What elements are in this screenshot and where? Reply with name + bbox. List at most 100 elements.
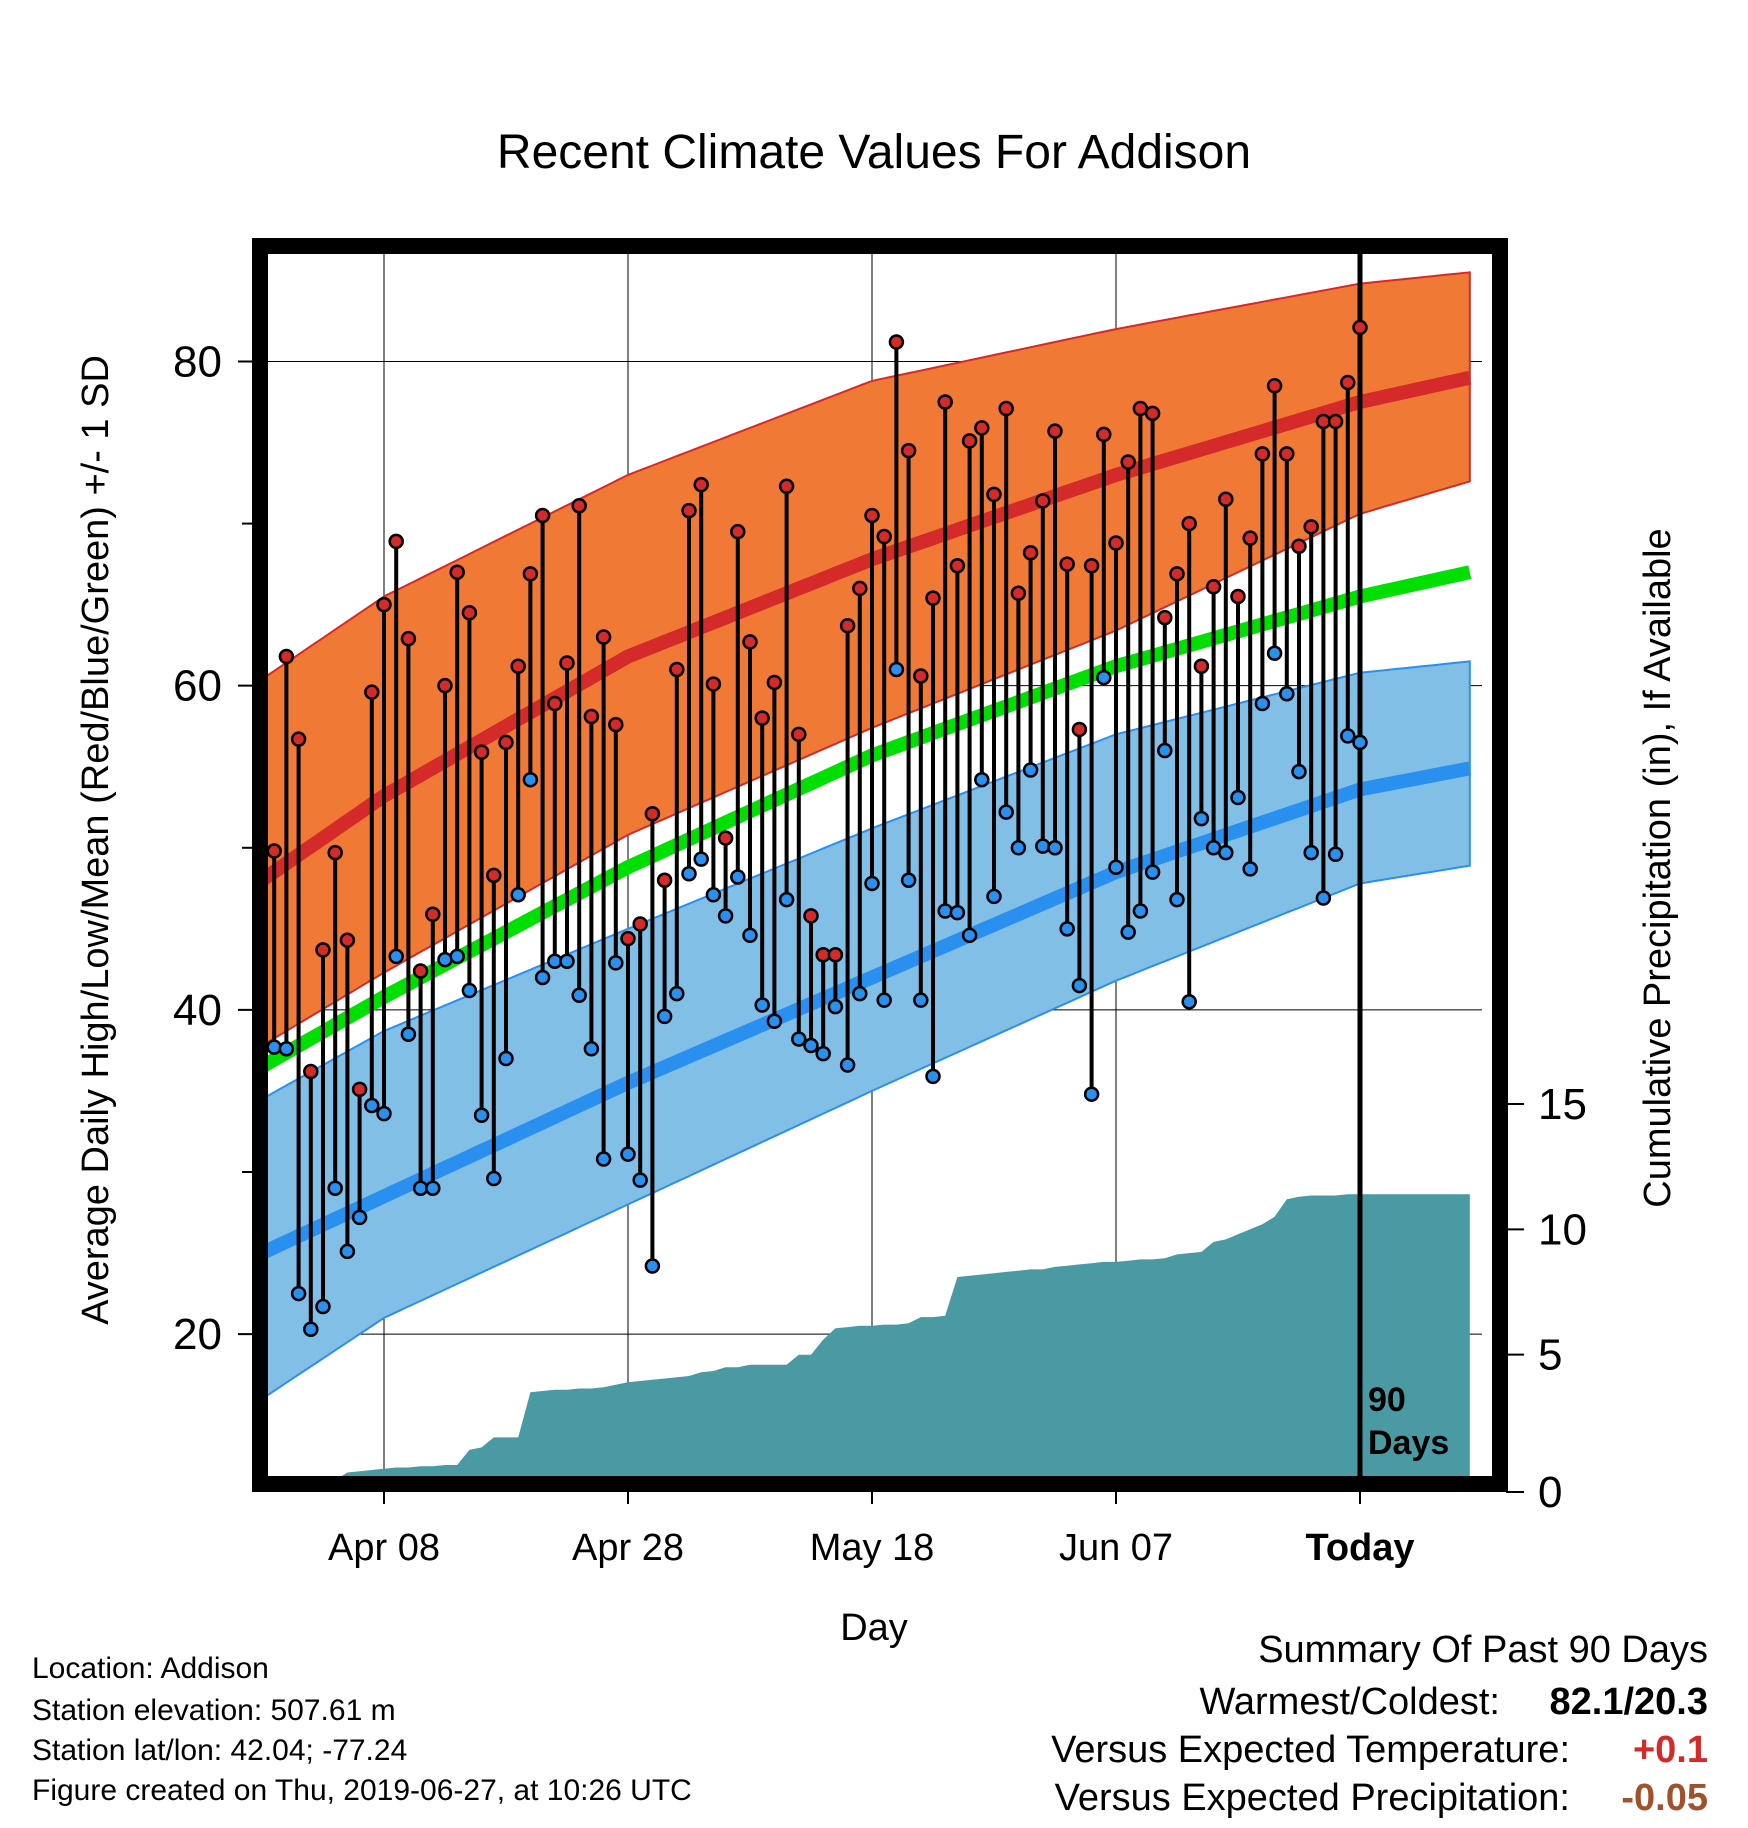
daily-high-point	[693, 476, 709, 493]
daily-low-point	[827, 998, 844, 1015]
daily-low-point	[669, 985, 685, 1002]
summary-precip-label: Versus Expected Precipitation:	[1055, 1777, 1570, 1819]
daily-low-point	[339, 1243, 356, 1260]
daily-low-point	[1010, 840, 1027, 856]
daily-high-point	[1010, 585, 1027, 602]
daily-low-point	[1327, 846, 1344, 863]
daily-low-point	[364, 1097, 380, 1114]
daily-low-point	[1157, 742, 1173, 759]
daily-low-point	[998, 804, 1014, 820]
daily-low-point	[278, 1041, 295, 1057]
daily-low-point	[571, 987, 587, 1004]
daily-low-point	[1315, 890, 1332, 906]
y-axis-title-right: Cumulative Precipitation (in), If Availa…	[1637, 528, 1679, 1207]
daily-low-point	[473, 1107, 490, 1124]
daily-low-point	[351, 1209, 368, 1226]
daily-low-point	[900, 872, 917, 888]
daily-low-point	[864, 875, 880, 892]
daily-low-point	[327, 1180, 343, 1196]
daily-low-point	[1218, 844, 1234, 861]
info-created: Figure created on Thu, 2019-06-27, at 10…	[32, 1774, 692, 1807]
daily-high-point	[1242, 530, 1258, 546]
daily-high-point	[1169, 566, 1185, 582]
daily-high-point	[1266, 378, 1283, 394]
daily-high-point	[717, 830, 734, 846]
daily-high-point	[1108, 535, 1124, 551]
daily-high-point	[1352, 319, 1368, 336]
y-tick-label-right: 0	[1538, 1468, 1562, 1517]
daily-low-point	[852, 985, 868, 1002]
daily-high-point	[534, 507, 551, 524]
daily-low-point	[778, 891, 795, 908]
daily-low-point	[791, 1031, 807, 1047]
daily-high-point	[888, 334, 905, 350]
summary-precip-value: -0.05	[1621, 1777, 1708, 1819]
daily-low-point	[608, 955, 624, 971]
daily-high-point	[1181, 515, 1197, 532]
daily-high-point	[1059, 556, 1075, 572]
daily-high-point	[620, 930, 636, 947]
plot-frame	[252, 238, 1508, 1492]
daily-high-point	[937, 394, 953, 410]
daily-low-point	[705, 887, 722, 903]
daily-high-point	[364, 684, 380, 700]
daily-low-point	[1120, 924, 1136, 940]
daily-high-point	[1193, 658, 1210, 674]
daily-high-point	[351, 1081, 368, 1098]
daily-low-point	[425, 1180, 441, 1196]
daily-high-point	[498, 734, 514, 751]
daily-low-point	[559, 953, 575, 970]
daily-low-point	[1266, 645, 1283, 662]
daily-low-point	[1254, 695, 1271, 712]
daily-high-point	[1022, 545, 1039, 561]
daily-low-point	[1279, 686, 1295, 702]
daily-low-point	[1193, 810, 1210, 827]
x-tick-label: May 18	[810, 1527, 935, 1569]
daily-high-point	[437, 677, 453, 694]
info-latlon: Station lat/lon: 42.04; -77.24	[32, 1734, 407, 1767]
daily-high-point	[1157, 609, 1173, 626]
summary-warm-cold-value: 82.1/20.3	[1550, 1681, 1708, 1723]
daily-high-point	[1291, 538, 1307, 555]
daily-low-point	[974, 771, 990, 788]
daily-low-point	[839, 1057, 856, 1073]
precip-area	[262, 1194, 1470, 1480]
daily-high-point	[766, 674, 783, 691]
y-tick-label-left: 40	[173, 986, 222, 1035]
daily-low-point	[1083, 1086, 1100, 1102]
daily-low-point	[656, 1008, 673, 1025]
daily-low-point	[1144, 864, 1161, 880]
today-label-days: Days	[1368, 1424, 1449, 1462]
daily-low-point	[1096, 669, 1112, 686]
daily-high-point	[803, 908, 819, 924]
today-label-90: 90	[1368, 1381, 1406, 1419]
daily-low-point	[815, 1045, 831, 1062]
daily-low-point	[376, 1105, 392, 1122]
daily-low-point	[730, 869, 746, 885]
daily-low-point	[266, 1039, 282, 1055]
daily-high-point	[547, 695, 563, 712]
daily-high-point	[852, 580, 868, 597]
summary-warm-cold-label: Warmest/Coldest:	[1199, 1681, 1500, 1723]
daily-high-point	[791, 726, 807, 743]
daily-high-point	[1218, 491, 1234, 508]
daily-low-point	[534, 969, 551, 986]
daily-low-point	[1230, 789, 1246, 806]
daily-low-point	[766, 1013, 783, 1029]
daily-high-point	[949, 557, 966, 574]
daily-low-point	[693, 851, 709, 867]
daily-low-point	[754, 997, 770, 1013]
y-tick-label-left: 20	[173, 1310, 222, 1359]
daily-high-point	[864, 507, 880, 524]
daily-low-point	[315, 1298, 331, 1315]
daily-high-point	[754, 710, 770, 726]
daily-high-point	[510, 658, 526, 674]
daily-low-point	[681, 865, 697, 882]
daily-low-point	[303, 1321, 319, 1337]
daily-low-point	[620, 1146, 636, 1162]
x-tick-label: Apr 28	[572, 1527, 684, 1569]
daily-high-point	[986, 486, 1002, 503]
summary-panel: Summary Of Past 90 Days Warmest/Coldest:…	[1051, 1629, 1708, 1819]
daily-low-point	[876, 992, 892, 1008]
daily-high-point	[839, 617, 856, 634]
